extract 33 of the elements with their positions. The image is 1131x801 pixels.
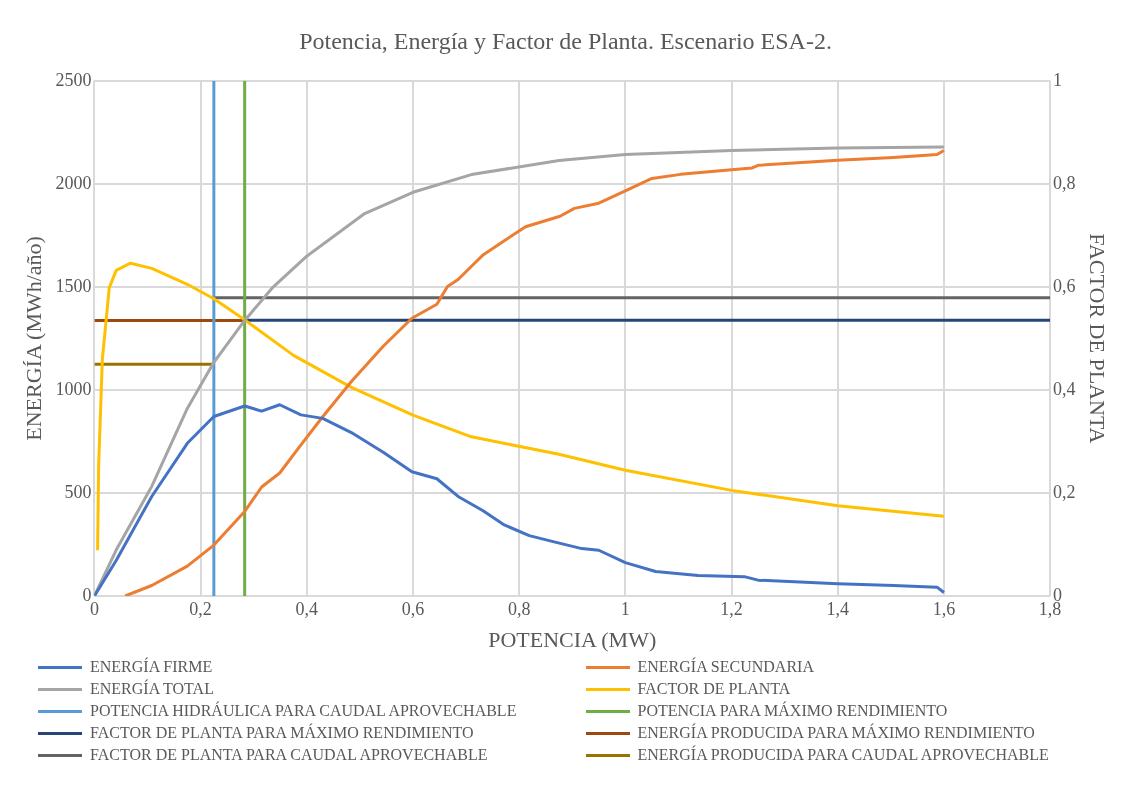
x-tick-label: 1,2 [720, 598, 743, 619]
chart-title: Potencia, Energía y Factor de Planta. Escenario ESA-2. [299, 27, 832, 54]
y2-axis-title: FACTOR DE PLANTA [1085, 233, 1111, 444]
legend-label: ENERGÍA TOTAL [90, 680, 214, 698]
x-tick-label: 0,6 [401, 598, 425, 619]
y-tick-label: 500 [64, 481, 92, 502]
x-tick-label: 0,4 [295, 598, 319, 619]
y2-tick-label: 0,2 [1053, 481, 1076, 502]
y2-tick-label: 0,8 [1053, 172, 1076, 193]
legend-label: POTENCIA HIDRÁULICA PARA CAUDAL APROVECHABLE [90, 702, 517, 720]
y2-tick-label: 0,4 [1053, 378, 1076, 399]
legend-label: FACTOR DE PLANTA [637, 680, 791, 698]
y-tick-label: 1000 [55, 378, 92, 399]
y-tick-label: 2500 [55, 69, 92, 90]
legend-label: ENERGÍA FIRME [90, 658, 213, 676]
y2-tick-label: 1 [1053, 69, 1063, 90]
legend-label: FACTOR DE PLANTA PARA CAUDAL APROVECHABLE [90, 746, 488, 764]
x-axis-title: POTENCIA (MW) [488, 626, 657, 652]
legend-label: ENERGÍA PRODUCIDA PARA MÁXIMO RENDIMIENTO [637, 724, 1035, 742]
legend-label: ENERGÍA SECUNDARIA [637, 658, 814, 676]
legend-label: FACTOR DE PLANTA PARA MÁXIMO RENDIMIENTO [90, 724, 474, 742]
y-tick-label: 1500 [55, 275, 92, 296]
x-tick-label: 1 [620, 598, 630, 619]
legend-label: ENERGÍA PRODUCIDA PARA CAUDAL APROVECHABLE [637, 746, 1049, 764]
x-tick-label: 1,4 [826, 598, 849, 619]
x-tick-label: 0,8 [507, 598, 531, 619]
y2-tick-label: 0,6 [1053, 275, 1076, 296]
x-tick-label: 1,6 [932, 598, 956, 619]
y-tick-label: 0 [82, 584, 92, 605]
y-axis-title: ENERGÍA (MWh/año) [20, 236, 46, 441]
y-tick-label: 2000 [55, 172, 92, 193]
legend-label: POTENCIA PARA MÁXIMO RENDIMIENTO [637, 702, 948, 720]
x-tick-label: 0,2 [189, 598, 212, 619]
